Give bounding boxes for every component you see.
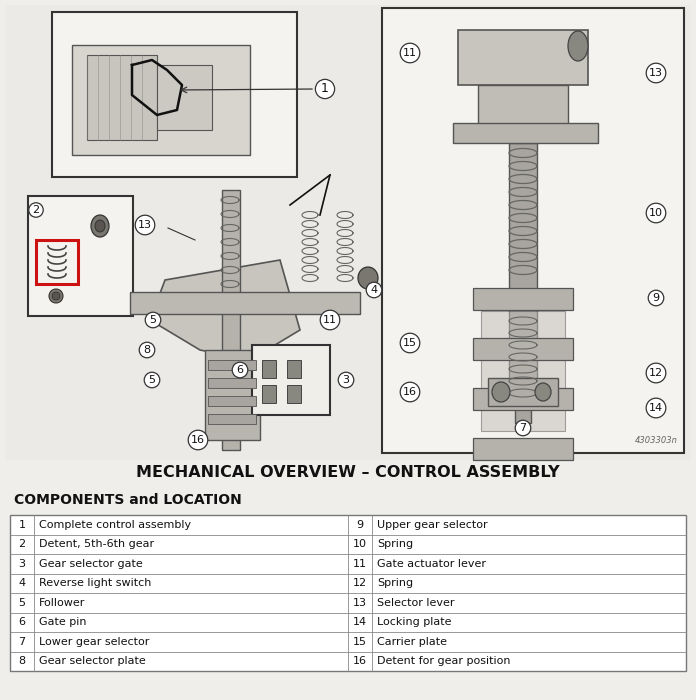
Text: Gear selector gate: Gear selector gate	[39, 559, 143, 568]
Text: 10: 10	[649, 208, 663, 218]
Text: Gear selector plate: Gear selector plate	[39, 657, 145, 666]
Text: 4: 4	[18, 578, 26, 588]
Bar	[252, 345, 330, 415]
Text: 8: 8	[18, 657, 26, 666]
Bar	[208, 378, 256, 388]
Bar	[509, 143, 537, 398]
Bar	[208, 396, 256, 406]
Ellipse shape	[358, 267, 378, 289]
Ellipse shape	[52, 292, 60, 300]
Text: 6: 6	[237, 365, 244, 375]
Text: 15: 15	[403, 338, 417, 348]
Text: 1: 1	[19, 519, 26, 530]
Text: 10: 10	[353, 539, 367, 550]
Bar	[262, 360, 276, 378]
Text: 11: 11	[353, 559, 367, 568]
Bar	[87, 55, 157, 140]
Text: 16: 16	[353, 657, 367, 666]
Bar	[453, 123, 598, 143]
Bar	[28, 196, 133, 316]
Text: 7: 7	[519, 423, 527, 433]
Text: 7: 7	[18, 637, 26, 647]
Text: Gate pin: Gate pin	[39, 617, 86, 627]
Bar	[287, 385, 301, 403]
Ellipse shape	[91, 215, 109, 237]
Polygon shape	[150, 260, 300, 360]
Bar	[72, 45, 250, 155]
Ellipse shape	[492, 382, 510, 402]
Ellipse shape	[49, 289, 63, 303]
Text: Detent, 5th-6th gear: Detent, 5th-6th gear	[39, 539, 154, 550]
Text: 4303303n: 4303303n	[635, 436, 678, 445]
Text: 13: 13	[649, 68, 663, 78]
Text: 3: 3	[342, 375, 349, 385]
Text: Locking plate: Locking plate	[377, 617, 452, 627]
Text: 13: 13	[138, 220, 152, 230]
Text: 13: 13	[353, 598, 367, 608]
Bar	[473, 338, 573, 360]
Bar	[130, 292, 360, 314]
Bar	[36, 240, 78, 284]
Bar	[262, 385, 276, 403]
Bar	[52, 12, 297, 177]
Text: Selector lever: Selector lever	[377, 598, 454, 608]
Text: 9: 9	[356, 519, 363, 530]
Text: 6: 6	[19, 617, 26, 627]
Text: Detent for gear position: Detent for gear position	[377, 657, 510, 666]
Text: 9: 9	[652, 293, 660, 303]
Bar	[481, 311, 565, 431]
Text: Spring: Spring	[377, 578, 413, 588]
Text: Carrier plate: Carrier plate	[377, 637, 447, 647]
Bar	[157, 65, 212, 130]
Text: Upper gear selector: Upper gear selector	[377, 519, 488, 530]
Text: 5: 5	[148, 375, 155, 385]
Text: MECHANICAL OVERVIEW – CONTROL ASSEMBLY: MECHANICAL OVERVIEW – CONTROL ASSEMBLY	[136, 465, 560, 480]
Ellipse shape	[95, 220, 105, 232]
Ellipse shape	[568, 31, 588, 61]
Text: COMPONENTS and LOCATION: COMPONENTS and LOCATION	[14, 493, 242, 507]
Text: 16: 16	[191, 435, 205, 445]
Bar	[10, 515, 686, 671]
Text: 11: 11	[403, 48, 417, 58]
Text: Complete control assembly: Complete control assembly	[39, 519, 191, 530]
Text: 5: 5	[19, 598, 26, 608]
Text: 2: 2	[33, 205, 40, 215]
Bar	[5, 5, 691, 460]
Text: Spring: Spring	[377, 539, 413, 550]
Bar	[208, 360, 256, 370]
Ellipse shape	[535, 383, 551, 401]
Bar	[473, 288, 573, 310]
Text: 4: 4	[370, 285, 377, 295]
Bar	[205, 350, 260, 440]
Text: 12: 12	[353, 578, 367, 588]
Text: 8: 8	[143, 345, 150, 355]
Text: Reverse light switch: Reverse light switch	[39, 578, 151, 588]
Bar	[222, 190, 240, 450]
Bar	[478, 85, 568, 127]
Bar	[473, 388, 573, 410]
Text: 14: 14	[353, 617, 367, 627]
Bar	[515, 398, 531, 423]
Text: 16: 16	[403, 387, 417, 397]
Bar	[458, 30, 588, 85]
Bar	[208, 414, 256, 424]
Text: Follower: Follower	[39, 598, 86, 608]
Bar	[473, 438, 573, 460]
Text: 1: 1	[321, 83, 329, 95]
Text: 14: 14	[649, 403, 663, 413]
Text: 15: 15	[353, 637, 367, 647]
Text: 5: 5	[150, 315, 157, 325]
Text: 11: 11	[323, 315, 337, 325]
Bar	[382, 8, 684, 453]
Bar	[488, 378, 558, 406]
Text: 2: 2	[18, 539, 26, 550]
Text: Gate actuator lever: Gate actuator lever	[377, 559, 486, 568]
Bar	[287, 360, 301, 378]
Text: 3: 3	[19, 559, 26, 568]
Text: Lower gear selector: Lower gear selector	[39, 637, 150, 647]
Text: 12: 12	[649, 368, 663, 378]
